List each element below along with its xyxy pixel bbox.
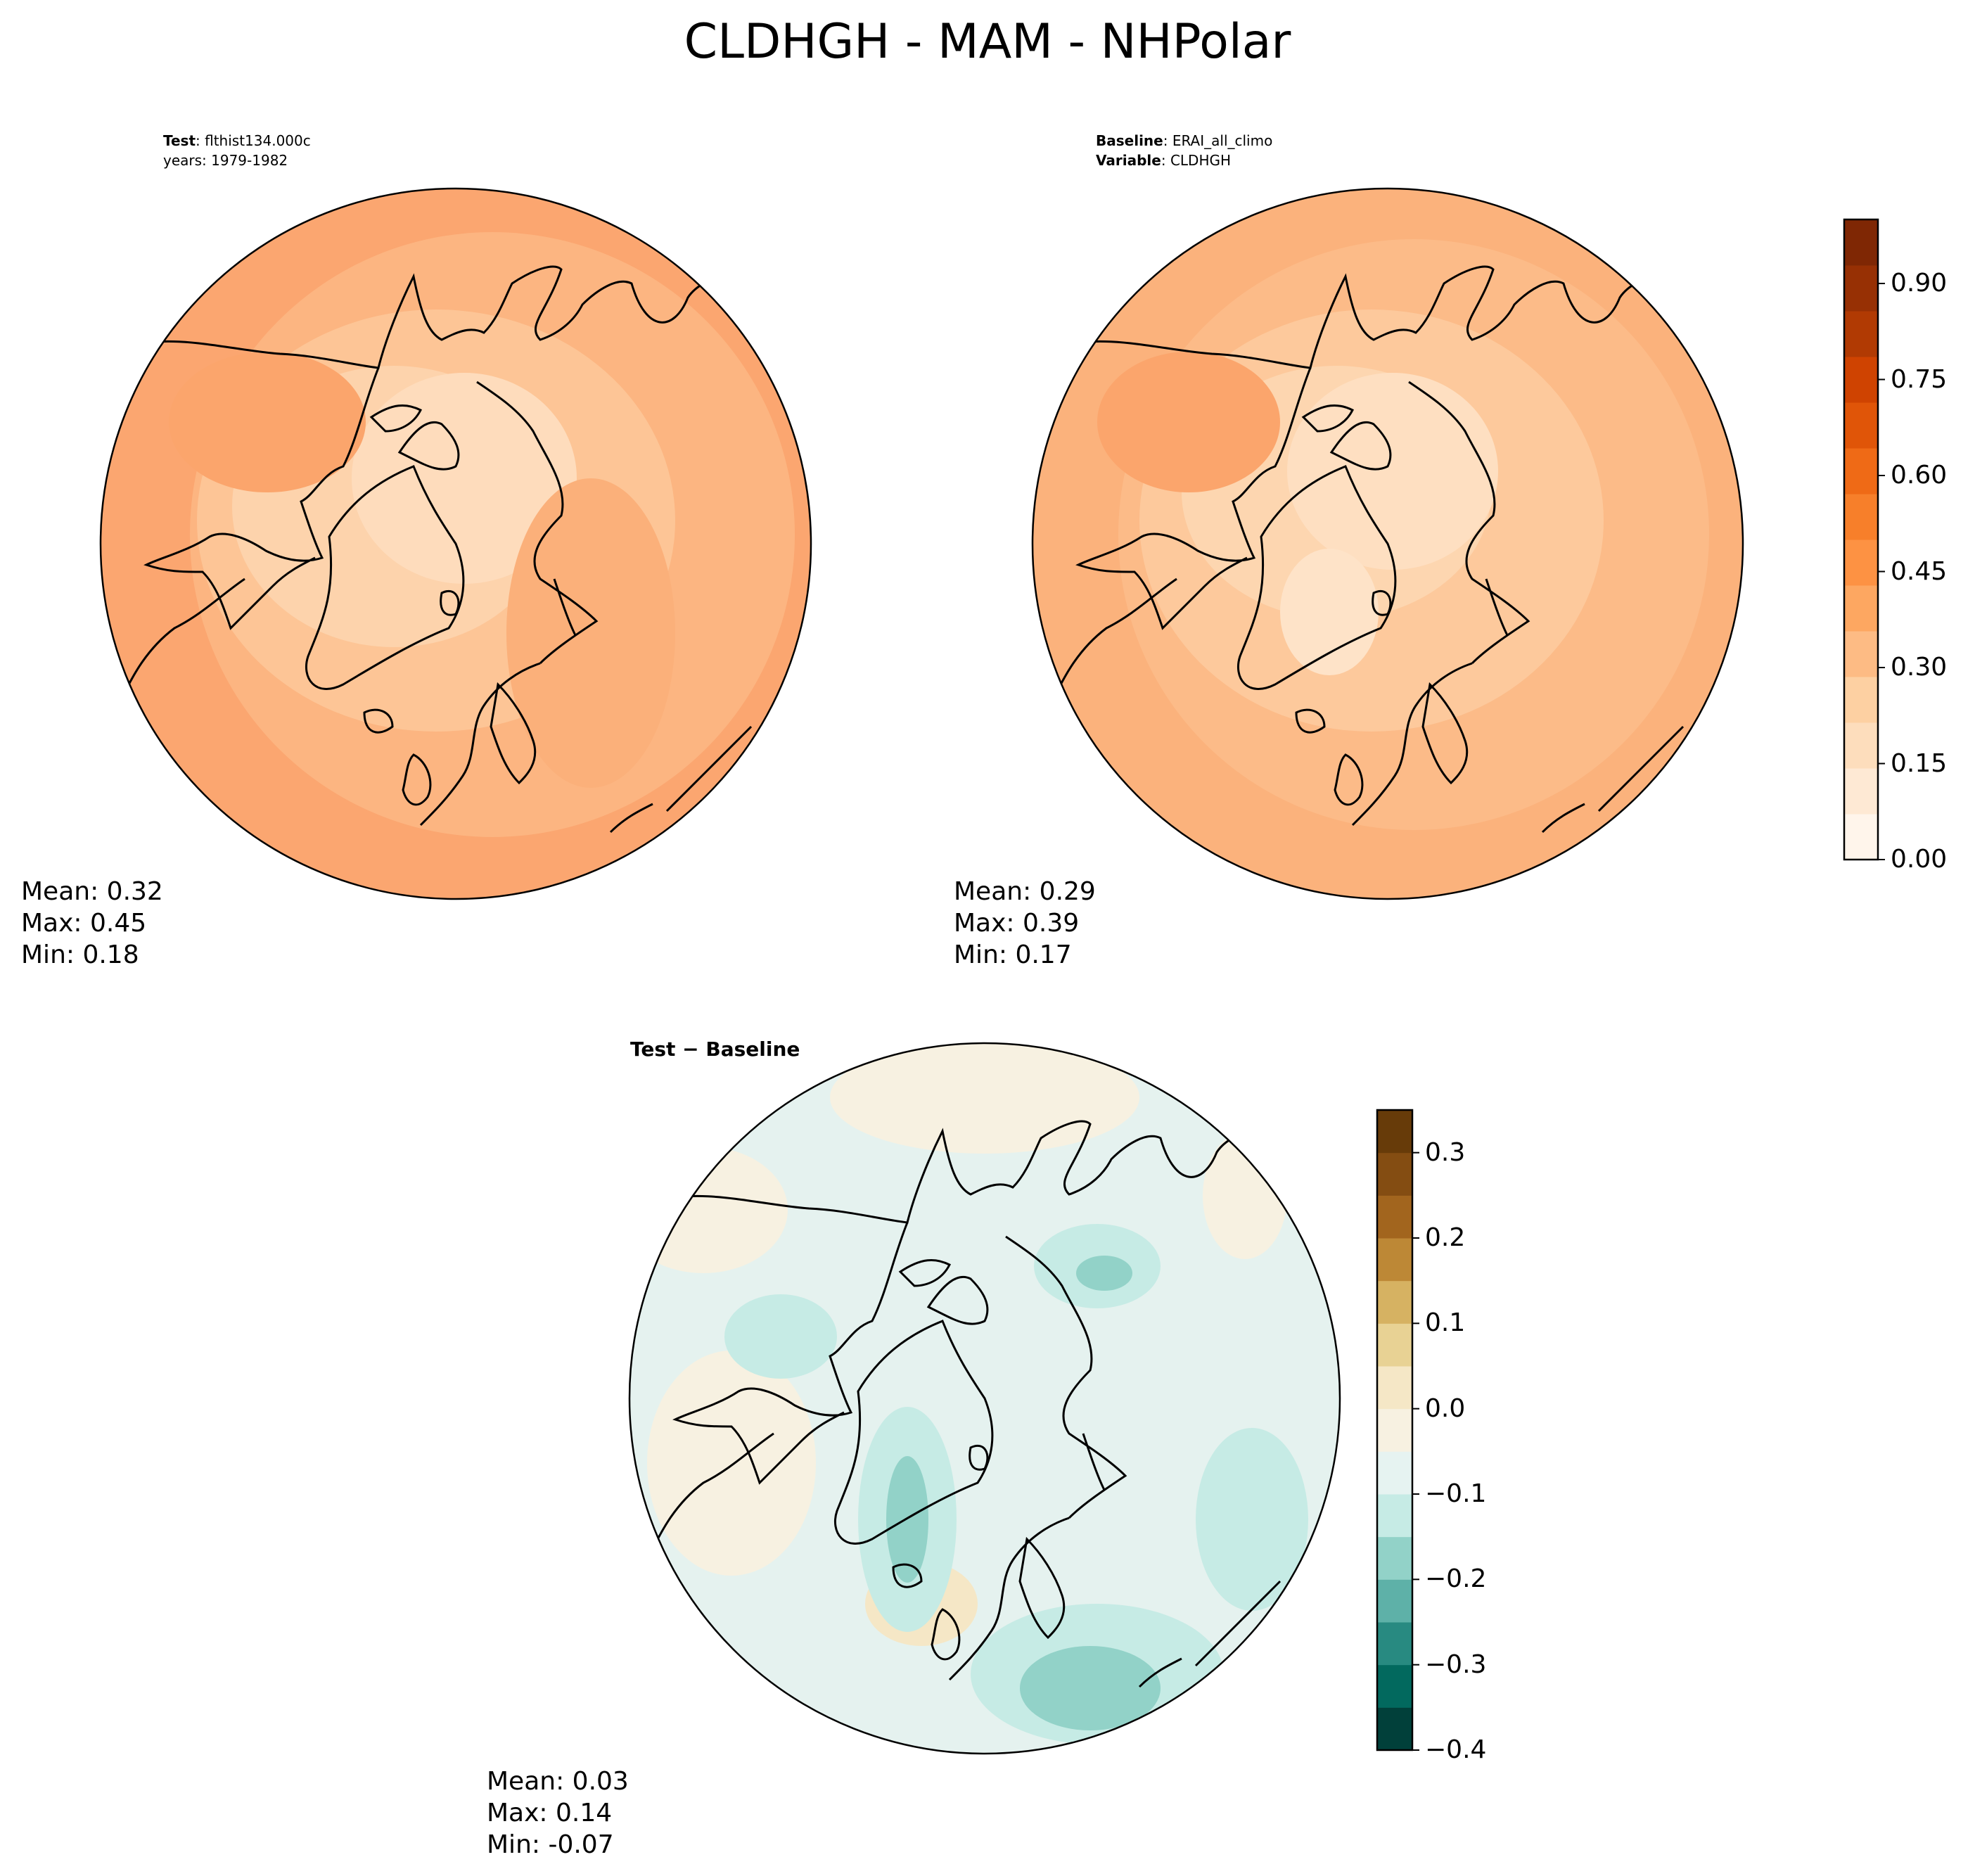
colorbar-segment	[1377, 1366, 1412, 1410]
colorbar-diff	[1376, 1109, 1419, 1751]
colorbar-segment	[1844, 768, 1878, 815]
colorbar-tick-label: 0.2	[1425, 1223, 1466, 1252]
colorbar-segment	[1844, 585, 1878, 632]
colorbar-segment	[1377, 1451, 1412, 1495]
colorbar-tick-label: 0.90	[1891, 269, 1948, 298]
colorbar-segment	[1844, 357, 1878, 403]
diff-min: Min: -0.07	[487, 1830, 614, 1859]
colorbar-tick-label: 0.30	[1891, 653, 1948, 682]
baseline-map	[1033, 189, 1743, 899]
colorbar-segment	[1377, 1494, 1412, 1538]
diff-header: Test − Baseline	[630, 1038, 800, 1061]
colorbar-tick-label: 0.60	[1891, 461, 1948, 490]
colorbar-segment	[1377, 1238, 1412, 1282]
colorbar-segment	[1844, 677, 1878, 723]
test-header-years: years: 1979-1982	[163, 152, 288, 169]
colorbar-segment	[1844, 722, 1878, 769]
colorbar-segment	[1844, 631, 1878, 677]
baseline-header-label: Baseline	[1096, 132, 1163, 149]
baseline-mean: Mean: 0.29	[954, 877, 1096, 906]
baseline-header: Baseline: ERAI_all_climo Variable: CLDHG…	[1096, 131, 1272, 170]
colorbar-segment	[1377, 1579, 1412, 1623]
colorbar-segment	[1844, 219, 1878, 266]
colorbar-tick-label: 0.1	[1425, 1308, 1466, 1338]
colorbar-tick-label: 0.3	[1425, 1137, 1466, 1167]
colorbar-segment	[1844, 265, 1878, 312]
diff-map	[629, 1043, 1340, 1754]
colorbar-tick-label: −0.2	[1425, 1564, 1487, 1594]
colorbar-top	[1843, 218, 1885, 861]
test-mean: Mean: 0.32	[21, 877, 163, 906]
colorbar-tick-label: 0.00	[1891, 845, 1948, 874]
colorbar-segment	[1377, 1536, 1412, 1580]
colorbar-tick-label: 0.45	[1891, 556, 1948, 586]
test-header: Test: flthist134.000c years: 1979-1982	[163, 131, 311, 170]
colorbar-tick-label: −0.4	[1425, 1735, 1487, 1764]
test-min: Min: 0.18	[21, 940, 139, 969]
colorbar-tick-label: 0.75	[1891, 364, 1948, 394]
variable-header-value: : CLDHGH	[1161, 152, 1232, 169]
test-stats: Mean: 0.32 Max: 0.45 Min: 0.18	[21, 876, 163, 971]
baseline-max: Max: 0.39	[954, 909, 1080, 938]
test-max: Max: 0.45	[21, 909, 147, 938]
diff-stats: Mean: 0.03 Max: 0.14 Min: -0.07	[487, 1766, 629, 1861]
test-header-label: Test	[163, 132, 196, 149]
colorbar-segment	[1844, 448, 1878, 494]
colorbar-frame	[1376, 1109, 1414, 1751]
colorbar-frame	[1843, 218, 1879, 861]
colorbar-segment	[1377, 1152, 1412, 1196]
colorbar-segment	[1844, 494, 1878, 540]
colorbar-tick-label: 0.15	[1891, 748, 1948, 778]
colorbar-segment	[1844, 540, 1878, 586]
colorbar-segment	[1844, 311, 1878, 357]
colorbar-segment	[1377, 1408, 1412, 1452]
colorbar-tick-label: −0.1	[1425, 1479, 1487, 1508]
diff-max: Max: 0.14	[487, 1799, 613, 1827]
test-map	[101, 189, 811, 899]
colorbar-segment	[1377, 1707, 1412, 1751]
figure-title: CLDHGH - MAM - NHPolar	[684, 14, 1291, 70]
colorbar-segment	[1377, 1622, 1412, 1666]
baseline-min: Min: 0.17	[954, 940, 1072, 969]
colorbar-segment	[1844, 402, 1878, 449]
diff-mean: Mean: 0.03	[487, 1767, 629, 1796]
colorbar-segment	[1844, 814, 1878, 860]
colorbar-segment	[1377, 1195, 1412, 1239]
colorbar-segment	[1377, 1110, 1412, 1154]
colorbar-tick-label: 0.0	[1425, 1393, 1466, 1423]
colorbar-segment	[1377, 1323, 1412, 1367]
baseline-stats: Mean: 0.29 Max: 0.39 Min: 0.17	[954, 876, 1096, 971]
baseline-header-case: : ERAI_all_climo	[1163, 132, 1273, 149]
colorbar-segment	[1377, 1280, 1412, 1324]
variable-header-label: Variable	[1096, 152, 1161, 169]
colorbar-tick-label: −0.3	[1425, 1650, 1487, 1679]
colorbar-segment	[1377, 1664, 1412, 1708]
test-header-case: : flthist134.000c	[196, 132, 311, 149]
